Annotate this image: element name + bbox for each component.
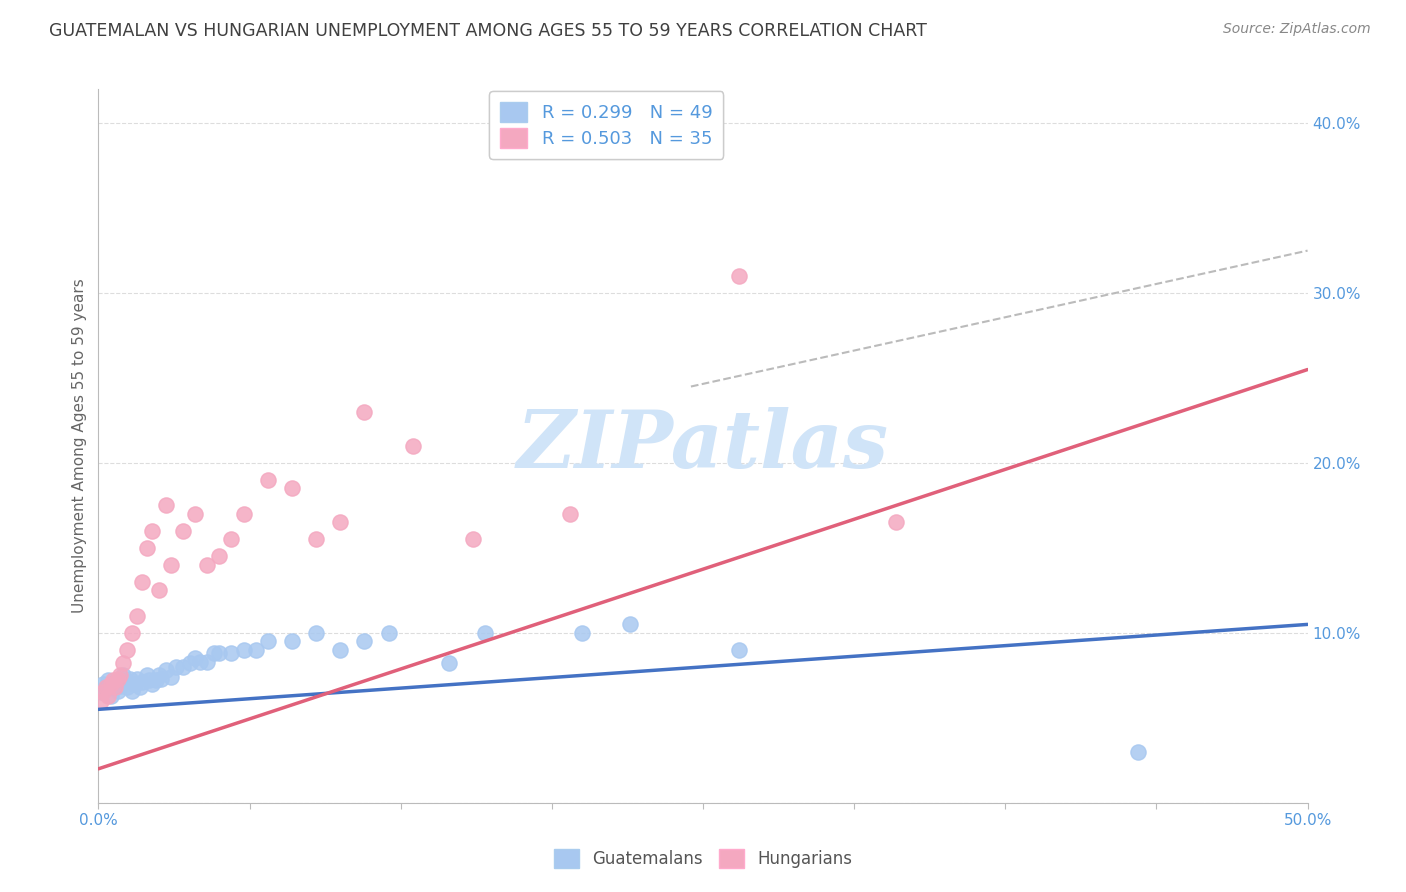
Point (728, 643, 751, 657)
Point (165, 660, 187, 674)
Point (195, 558, 218, 572)
Point (329, 516, 352, 530)
Point (91, 677, 114, 691)
Point (131, 574, 153, 589)
Point (148, 668, 170, 682)
Point (155, 499, 177, 513)
Point (118, 672, 141, 686)
Point (135, 668, 157, 682)
Point (232, 643, 254, 657)
Point (353, 405, 375, 419)
Point (108, 679, 131, 693)
Point (353, 634, 375, 648)
Point (117, 680, 139, 694)
Point (571, 626, 593, 640)
Point (172, 524, 194, 538)
Point (402, 439, 425, 453)
Y-axis label: Unemployment Among Ages 55 to 59 years: Unemployment Among Ages 55 to 59 years (72, 278, 87, 614)
Legend: R = 0.299   N = 49, R = 0.503   N = 35: R = 0.299 N = 49, R = 0.503 N = 35 (489, 91, 723, 159)
Point (135, 541, 157, 555)
Legend: Guatemalans, Hungarians: Guatemalans, Hungarians (547, 843, 859, 875)
Point (121, 683, 143, 698)
Point (90, 694, 112, 708)
Point (128, 680, 150, 694)
Point (256, 634, 278, 648)
Point (179, 657, 201, 671)
Point (124, 677, 146, 691)
Point (104, 675, 127, 690)
Point (221, 646, 243, 660)
Point (141, 677, 163, 691)
Point (208, 646, 231, 660)
Text: ZIPatlas: ZIPatlas (517, 408, 889, 484)
Point (305, 626, 328, 640)
Point (91, 685, 114, 699)
Point (121, 626, 143, 640)
Point (728, 269, 751, 284)
Point (108, 668, 131, 682)
Point (377, 626, 399, 640)
Point (329, 643, 352, 657)
Point (111, 668, 134, 682)
Point (100, 677, 122, 691)
Point (886, 516, 908, 530)
Point (463, 533, 485, 547)
Point (184, 507, 207, 521)
Point (232, 507, 254, 521)
Point (127, 672, 149, 686)
Point (104, 680, 127, 694)
Point (305, 533, 328, 547)
Point (94, 680, 117, 694)
Point (195, 655, 218, 669)
Text: GUATEMALAN VS HUNGARIAN UNEMPLOYMENT AMONG AGES 55 TO 59 YEARS CORRELATION CHART: GUATEMALAN VS HUNGARIAN UNEMPLOYMENT AMO… (49, 22, 927, 40)
Point (148, 583, 170, 598)
Point (111, 657, 134, 671)
Point (107, 672, 129, 686)
Point (160, 558, 183, 572)
Point (97, 673, 120, 688)
Point (619, 617, 641, 632)
Point (474, 626, 496, 640)
Point (245, 643, 267, 657)
Point (100, 689, 122, 703)
Point (172, 660, 194, 674)
Point (208, 549, 231, 564)
Point (184, 651, 207, 665)
Point (107, 683, 129, 698)
Point (117, 643, 139, 657)
Point (90, 685, 112, 699)
Point (221, 533, 243, 547)
Point (94, 680, 117, 694)
Point (97, 689, 120, 703)
Point (155, 663, 177, 677)
Point (281, 482, 304, 496)
Point (150, 672, 173, 686)
Point (256, 473, 278, 487)
Point (160, 670, 183, 684)
Point (558, 507, 581, 521)
Point (138, 673, 160, 688)
Point (281, 634, 304, 648)
Point (437, 657, 460, 671)
Point (1128, 745, 1150, 759)
Point (101, 680, 124, 694)
Point (131, 675, 153, 690)
Point (127, 608, 149, 623)
Point (141, 524, 163, 538)
Point (114, 673, 136, 688)
Point (145, 673, 167, 688)
Point (204, 646, 226, 660)
Point (188, 655, 211, 669)
Text: Source: ZipAtlas.com: Source: ZipAtlas.com (1223, 22, 1371, 37)
Point (101, 673, 124, 688)
